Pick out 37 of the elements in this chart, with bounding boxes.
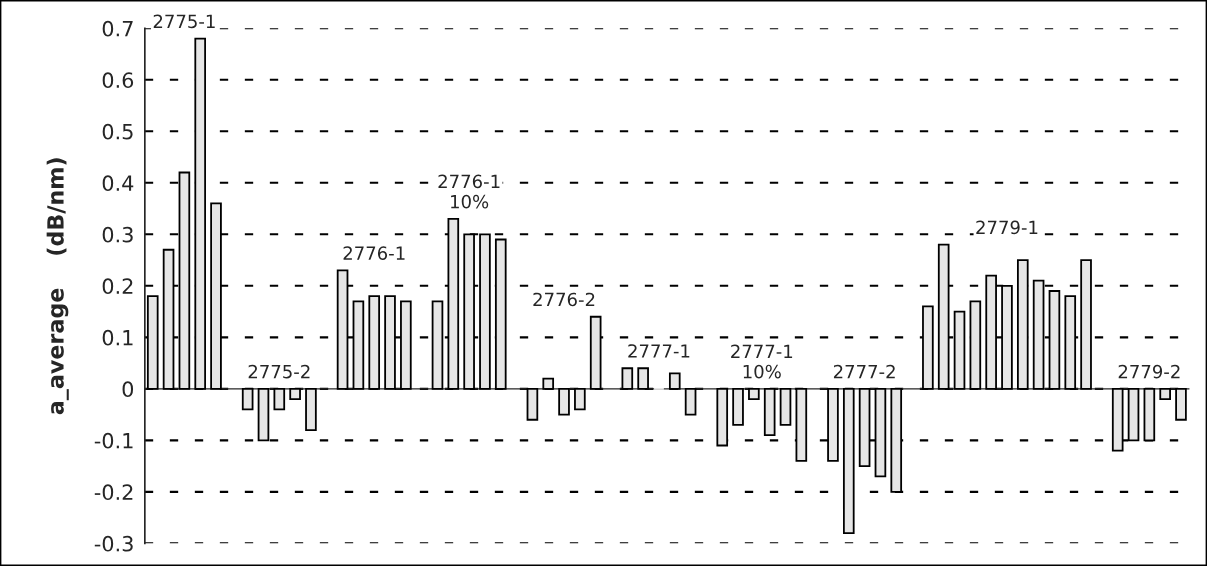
bar bbox=[1016, 259, 1029, 390]
y-tick-label: -0.1 bbox=[94, 432, 133, 449]
bar bbox=[842, 387, 855, 534]
text: 2775-1 bbox=[153, 14, 215, 29]
annotation: 2777-2 bbox=[833, 364, 895, 379]
bar bbox=[1080, 259, 1092, 390]
bar bbox=[779, 387, 792, 426]
bar bbox=[305, 387, 317, 431]
y-tick-label: 0.6 bbox=[102, 72, 134, 89]
bar bbox=[194, 37, 207, 390]
bar bbox=[969, 300, 982, 390]
y-tick-label: -0.3 bbox=[94, 535, 133, 552]
bar bbox=[1143, 387, 1156, 442]
y-tick-label: 0.1 bbox=[102, 329, 133, 346]
annotation: 2777-1 bbox=[628, 344, 690, 358]
y-tick-label: 0.7 bbox=[102, 20, 133, 37]
annotation: 2779-2 bbox=[1118, 364, 1180, 379]
y-tick-label: 0.2 bbox=[102, 278, 133, 295]
annotation: 2775-2 bbox=[248, 364, 310, 379]
bar bbox=[716, 387, 729, 447]
y-tick-label: 0 bbox=[122, 381, 134, 398]
y-tick-label: -0.2 bbox=[94, 484, 133, 501]
y-tick-label: 0.4 bbox=[102, 175, 134, 192]
bar bbox=[431, 300, 444, 390]
annotation: 2779-1 bbox=[976, 220, 1038, 235]
annotation: 2777-1 10% bbox=[731, 344, 793, 379]
bar bbox=[494, 238, 507, 390]
y-tick-label: 0.3 bbox=[102, 226, 133, 243]
annotation: 2776-1 bbox=[343, 246, 405, 260]
y-axis-title: a_average (dB/nm) bbox=[46, 158, 69, 415]
y-tick-label: 0.5 bbox=[102, 123, 133, 140]
bar bbox=[542, 377, 555, 390]
annotation: 2776-2 bbox=[533, 292, 595, 307]
annotation: 2776-1 10% bbox=[438, 174, 500, 209]
bar bbox=[668, 372, 681, 390]
bar bbox=[368, 295, 381, 390]
bar bbox=[241, 387, 254, 411]
